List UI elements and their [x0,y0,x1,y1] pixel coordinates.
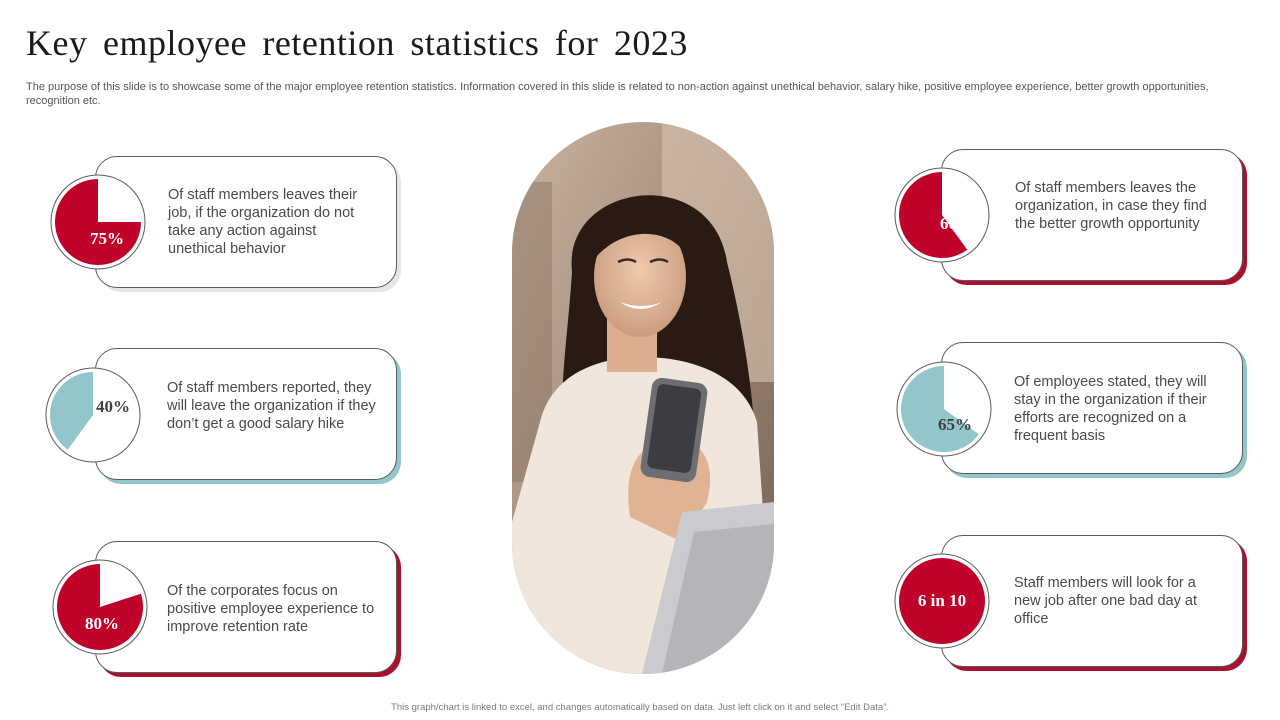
pie-chart [50,174,146,270]
stat-card-growth: Of staff members leaves the organization… [941,149,1247,285]
stat-card-salary: Of staff members reported, they will lea… [95,348,401,484]
pie-chart [894,167,990,263]
stat-text-recognition: Of employees stated, they will stay in t… [1014,374,1207,444]
employee-photo [512,122,774,674]
stat-text-growth: Of staff members leaves the organization… [1015,180,1207,232]
stat-card-bad-day: Staff members will look for a new job af… [941,535,1247,671]
stat-text-unethical: Of staff members leaves their job, if th… [168,187,358,257]
stat-label-bad-day: 6 in 10 [917,591,967,610]
stat-label-salary: 40% [96,397,130,416]
footer-note: This graph/chart is linked to excel, and… [391,702,889,713]
stat-pie-unethical: 75% [50,174,146,270]
stat-card-experience: Of the corporates focus on positive empl… [95,541,401,677]
stat-text-bad-day: Staff members will look for a new job af… [1014,575,1197,627]
pie-slice [55,179,141,265]
stat-label-growth: 60% [940,214,974,233]
pie-chart [45,367,141,463]
pie-slice [50,372,93,450]
woman-with-phone-illustration [512,122,774,674]
stat-card-unethical: Of staff members leaves their job, if th… [95,156,401,292]
stat-text-salary: Of staff members reported, they will lea… [167,380,376,432]
stat-pie-experience: 80% [52,559,148,655]
pie-slice [57,564,144,650]
page-title: Key employee retention statistics for 20… [26,23,688,63]
stat-pie-recognition: 65% [896,361,992,457]
pie-slice [900,366,979,452]
pie-chart [894,553,990,649]
pie-chart [52,559,148,655]
pie-slice [898,172,968,258]
stat-label-unethical: 75% [90,229,124,248]
stat-pie-growth: 60% [894,167,990,263]
stat-circle-bad-day: 6 in 10 [894,553,990,649]
stat-label-experience: 80% [85,614,119,633]
pie-chart [896,361,992,457]
stat-pie-salary: 40% [45,367,141,463]
stat-text-experience: Of the corporates focus on positive empl… [167,583,375,635]
pie-slice [899,558,985,644]
page-subtitle: The purpose of this slide is to showcase… [26,81,1209,107]
stat-label-recognition: 65% [938,415,972,434]
